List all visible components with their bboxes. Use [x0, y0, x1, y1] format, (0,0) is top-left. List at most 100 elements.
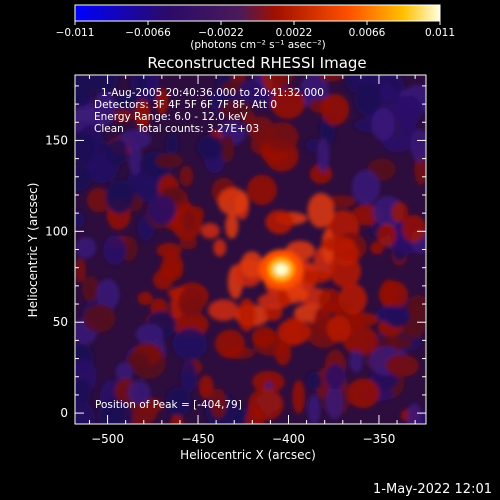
image-texture-blob [96, 278, 120, 311]
image-texture-blob [248, 116, 275, 144]
image-texture-blob [277, 319, 311, 345]
x-axis-label: Heliocentric X (arcsec) [180, 448, 316, 462]
image-texture-blob [172, 327, 208, 361]
image-texture-blob [402, 214, 426, 243]
image-texture-blob [237, 298, 256, 332]
image-texture-blob [75, 236, 97, 259]
colorbar-tick-label: 0.0022 [276, 27, 313, 39]
image-texture-blob [317, 137, 330, 173]
image-texture-blob [75, 210, 85, 229]
image-texture-blob [265, 209, 294, 235]
image-texture-blob [292, 380, 305, 414]
image-texture-blob [115, 361, 133, 383]
annotation-detectors: Detectors: 3F 4F 5F 6F 7F 8F, Att 0 [94, 99, 277, 111]
image-texture-blob [321, 236, 356, 253]
image-texture-blob [126, 351, 150, 368]
image-texture-blob [178, 286, 205, 318]
image-texture-blob [371, 107, 396, 141]
image-texture-blob [370, 241, 384, 255]
colorbar-ticks: −0.011 −0.0066 −0.0022 0.0022 0.0066 0.011 [56, 21, 455, 39]
colorbar [74, 4, 441, 22]
y-tick-label: 50 [53, 315, 68, 329]
image-texture-blob [86, 187, 111, 213]
image-texture-blob [75, 258, 87, 283]
image-texture-blob [220, 135, 235, 163]
image-area [75, 75, 426, 424]
image-texture-blob [377, 223, 397, 247]
image-texture-blob [274, 339, 292, 366]
image-texture-blob [393, 95, 423, 127]
annotation-clean-counts: Clean Total counts: 3.27E+03 [94, 123, 259, 135]
colorbar-tick-label: −0.0022 [198, 27, 244, 39]
colorbar-tick-label: −0.011 [56, 27, 95, 39]
image-texture-blob [406, 294, 426, 319]
peak-position-label: Position of Peak = [-404,79] [95, 399, 242, 411]
y-tick-label: 150 [45, 133, 68, 147]
x-tick-label: −500 [91, 432, 124, 446]
image-texture-blob [75, 400, 95, 424]
image-texture-blob [181, 208, 197, 232]
image-texture-blob [378, 280, 408, 309]
image-texture-blob [320, 93, 350, 126]
image-texture-blob [325, 384, 344, 420]
image-texture-blob [135, 323, 164, 345]
image-texture-blob [375, 305, 410, 324]
image-texture-blob [197, 134, 224, 160]
y-axis-label: Heliocentric Y (arcsec) [26, 183, 40, 318]
image-texture-blob [225, 213, 239, 239]
image-texture-blob [75, 378, 92, 406]
image-texture-blob [245, 404, 264, 424]
image-texture-blob [127, 380, 151, 405]
image-texture-blob [219, 100, 252, 120]
colorbar-tick-label: 0.011 [425, 27, 455, 39]
image-texture-blob [111, 109, 134, 123]
image-texture-blob [75, 75, 95, 107]
image-texture-blob [307, 371, 323, 391]
image-texture-blob [325, 363, 347, 390]
image-texture-blob [155, 153, 184, 168]
image-texture-blob [246, 174, 278, 205]
image-texture-blob [238, 80, 262, 103]
image-texture-blob [75, 165, 93, 192]
image-texture-blob [296, 270, 331, 284]
image-texture-blob [156, 88, 169, 115]
colorbar-tick-label: 0.0066 [349, 27, 386, 39]
image-texture-blob [147, 195, 176, 225]
colorbar-tick-label: −0.0066 [125, 27, 171, 39]
image-texture-blob [161, 252, 184, 279]
image-texture-blob [240, 251, 264, 279]
image-texture-blob [75, 131, 95, 164]
image-texture-blob [323, 301, 353, 314]
timestamp: 1-May-2022 12:01 [373, 482, 492, 497]
image-texture-blob [217, 187, 249, 216]
image-texture-blob [213, 238, 227, 257]
image-texture-blob [307, 192, 335, 229]
image-texture-blob [91, 75, 119, 96]
image-texture-blob [346, 378, 380, 409]
image-texture-blob [179, 165, 194, 187]
image-texture-blob [306, 138, 319, 152]
image-texture-blob [307, 394, 321, 424]
image-texture-blob [215, 329, 246, 359]
image-texture-blob [407, 403, 422, 424]
image-texture-blob [137, 291, 153, 305]
image-texture-blob [83, 304, 116, 333]
image-texture-blob [165, 387, 192, 417]
image-texture-blob [105, 179, 135, 214]
annotation-energy-range: Energy Range: 6.0 - 12.0 keV [94, 111, 248, 123]
x-tick-label: −450 [182, 432, 215, 446]
x-tick-label: −350 [362, 432, 395, 446]
image-texture-blob [103, 234, 127, 265]
image-texture-blob [351, 169, 381, 205]
image-texture-blob [93, 91, 116, 126]
y-tick-label: 100 [45, 224, 68, 238]
axis-ticks: −500 −450 −400 −350 0 50 100 150 [45, 75, 426, 446]
image-texture-blob [208, 299, 239, 321]
image-texture-blob [385, 354, 420, 377]
image-texture-blob [410, 129, 426, 163]
annotation-time-range: 1-Aug-2005 20:40:36.000 to 20:41:32.000 [101, 87, 324, 99]
image-texture-blob [146, 75, 160, 92]
image-texture-blob [391, 201, 409, 223]
image-texture-blob [165, 132, 179, 156]
image-texture-blob [198, 375, 214, 399]
